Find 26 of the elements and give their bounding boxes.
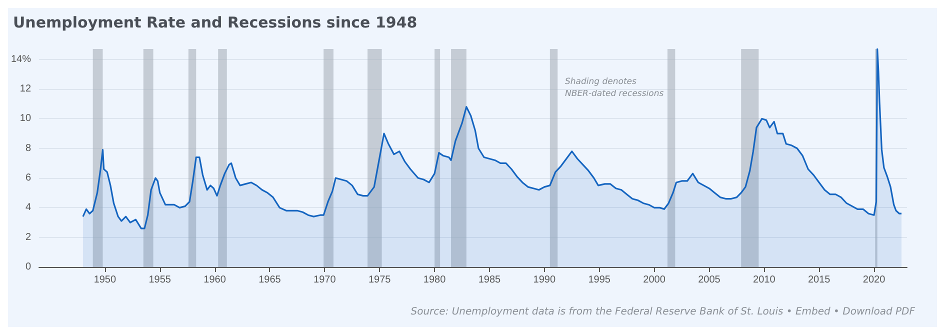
y-tick-label: 14%: [11, 54, 32, 65]
x-tick-label: 1975: [368, 274, 392, 286]
y-tick-label: 10: [20, 113, 32, 124]
x-tick-label: 1950: [94, 274, 116, 286]
x-tick-label: 2010: [753, 274, 776, 286]
x-tick-label: 1960: [204, 274, 226, 286]
y-tick-label: 2: [25, 232, 32, 243]
chart-title: Unemployment Rate and Recessions since 1948: [13, 14, 418, 32]
y-tick-label: 12: [20, 84, 32, 95]
x-tick-label: 2000: [643, 274, 666, 286]
x-tick-label: 1990: [533, 274, 556, 286]
annotation: Shading denotes NBER-dated recessions: [565, 77, 664, 99]
y-tick-label: 8: [25, 142, 32, 154]
y-tick-label: 4: [25, 202, 32, 214]
x-tick-label: 1985: [478, 274, 502, 286]
x-tick-label: 1970: [314, 274, 336, 286]
x-tick-label: 1980: [423, 274, 446, 286]
x-tick-label: 1965: [258, 274, 282, 286]
x-tick-label: 2015: [808, 274, 831, 286]
x-tick-label: 1995: [588, 274, 611, 286]
source-note: Source: Unemployment data is from the Federal Reserve Bank of St. Louis • Embed • Download PDF: [410, 306, 916, 318]
x-tick-label: 2005: [698, 274, 721, 286]
y-tick-label: 6: [25, 172, 32, 184]
x-tick-label: 1955: [148, 274, 172, 286]
x-tick-label: 2020: [862, 274, 886, 286]
y-tick-label: 0: [25, 262, 32, 272]
